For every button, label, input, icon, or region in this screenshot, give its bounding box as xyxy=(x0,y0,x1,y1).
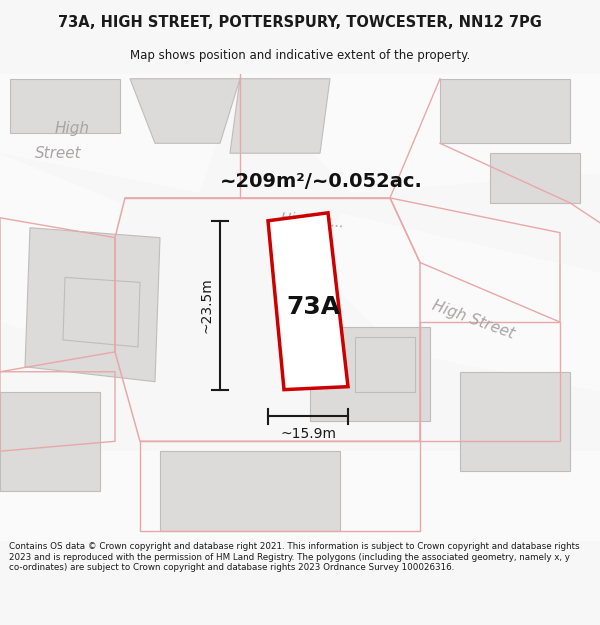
Polygon shape xyxy=(200,74,600,193)
Text: 73A, HIGH STREET, POTTERSPURY, TOWCESTER, NN12 7PG: 73A, HIGH STREET, POTTERSPURY, TOWCESTER… xyxy=(58,14,542,29)
Text: ~209m²/~0.052ac.: ~209m²/~0.052ac. xyxy=(220,171,423,191)
Polygon shape xyxy=(268,213,348,389)
Polygon shape xyxy=(130,79,240,143)
Polygon shape xyxy=(230,79,330,153)
Text: ~23.5m: ~23.5m xyxy=(199,278,213,333)
Polygon shape xyxy=(25,228,160,382)
Polygon shape xyxy=(320,213,600,392)
Text: 73A: 73A xyxy=(286,295,340,319)
Polygon shape xyxy=(440,79,570,143)
Polygon shape xyxy=(0,153,120,352)
Text: High: High xyxy=(55,121,90,136)
Polygon shape xyxy=(310,327,430,421)
Polygon shape xyxy=(0,392,100,491)
Polygon shape xyxy=(490,153,580,203)
Polygon shape xyxy=(63,278,140,347)
Polygon shape xyxy=(160,451,340,531)
Polygon shape xyxy=(10,79,120,133)
Polygon shape xyxy=(0,74,240,193)
Text: High St...: High St... xyxy=(280,211,344,231)
Polygon shape xyxy=(355,337,415,392)
Text: Contains OS data © Crown copyright and database right 2021. This information is : Contains OS data © Crown copyright and d… xyxy=(9,542,580,572)
Text: Map shows position and indicative extent of the property.: Map shows position and indicative extent… xyxy=(130,49,470,62)
Polygon shape xyxy=(460,372,570,471)
Text: ~15.9m: ~15.9m xyxy=(280,428,336,441)
Text: Street: Street xyxy=(35,146,82,161)
Text: High Street: High Street xyxy=(430,298,517,342)
Polygon shape xyxy=(0,451,600,541)
